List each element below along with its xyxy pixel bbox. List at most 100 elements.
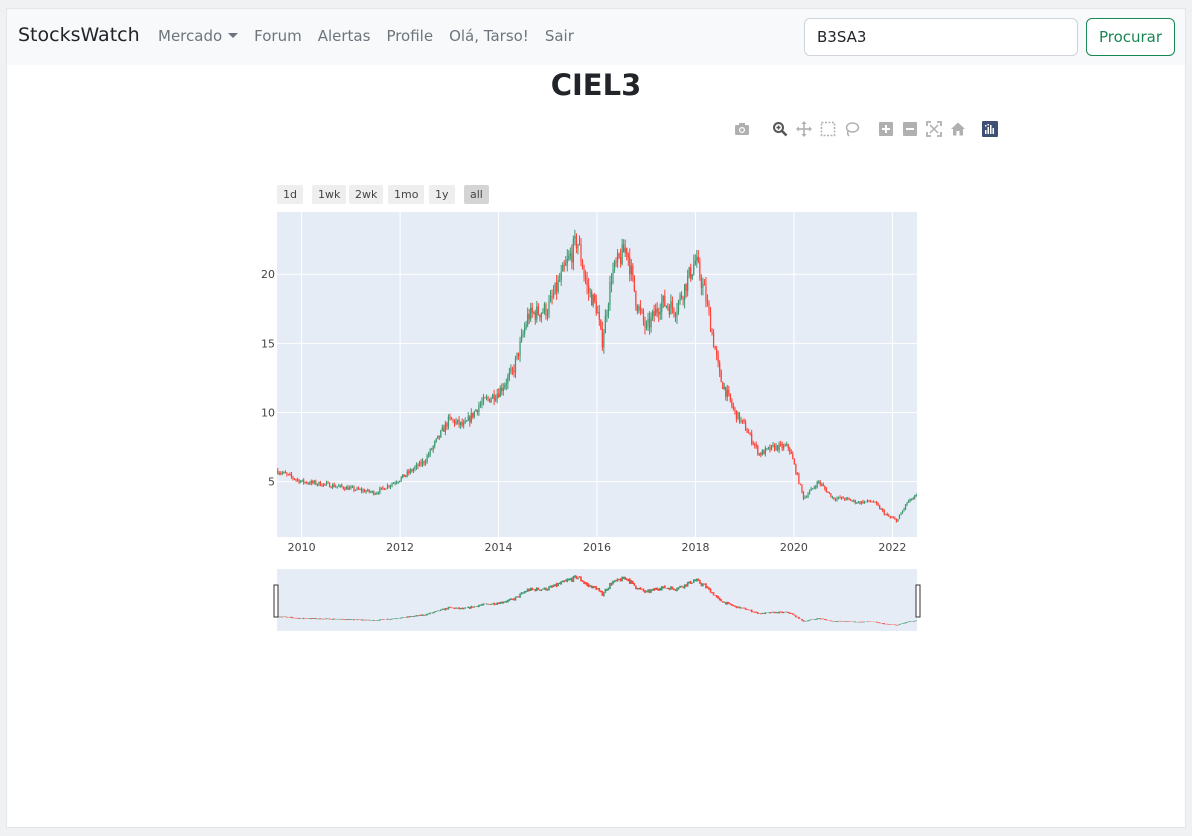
candle-body	[789, 448, 791, 452]
reset-axes-icon[interactable]	[950, 121, 966, 137]
camera-icon[interactable]	[734, 121, 750, 137]
zoom-in-icon[interactable]	[878, 121, 894, 137]
candle-body	[504, 385, 506, 389]
candle-body	[652, 311, 654, 318]
range-1wk-button[interactable]: 1wk	[312, 185, 347, 204]
candle-body	[411, 469, 413, 472]
nav-mercado-dropdown[interactable]: Mercado	[158, 27, 239, 45]
candle-body	[722, 382, 724, 390]
candle-body	[909, 498, 911, 501]
zoom-icon[interactable]	[772, 121, 788, 137]
brand-logo[interactable]: StocksWatch	[18, 24, 140, 46]
candle-body	[313, 481, 315, 483]
candle-body	[460, 422, 462, 425]
range-2wk-button[interactable]: 2wk	[349, 185, 384, 204]
pan-icon[interactable]	[796, 121, 812, 137]
range-slider[interactable]	[277, 569, 917, 631]
candle-body	[560, 271, 562, 281]
candle-body	[755, 445, 757, 447]
candle-body	[575, 235, 578, 249]
plotly-logo-icon[interactable]	[982, 121, 998, 137]
y-tick-label: 20	[261, 268, 275, 281]
box-select-icon[interactable]	[820, 121, 836, 137]
zoom-out-icon[interactable]	[902, 121, 918, 137]
candle-body	[595, 301, 597, 314]
candle-body	[440, 430, 442, 438]
range-1y-button[interactable]: 1y	[429, 185, 455, 204]
candle-body	[580, 244, 582, 262]
candle-body	[542, 312, 544, 314]
candle-body	[315, 481, 317, 485]
candle-body	[894, 517, 896, 519]
nav-greeting[interactable]: Olá, Tarso!	[449, 27, 529, 45]
candle-body	[810, 488, 812, 491]
candle-body	[455, 421, 457, 425]
candle-body	[456, 419, 459, 422]
candle-body	[522, 333, 524, 335]
candle-body	[650, 317, 652, 328]
candle-body	[723, 386, 725, 390]
candle-body	[740, 419, 742, 422]
range-slider-right-handle[interactable]	[915, 584, 921, 618]
candle-body	[636, 306, 638, 312]
candle-body	[618, 253, 620, 258]
range-1mo-button[interactable]: 1mo	[388, 185, 425, 204]
nav-profile[interactable]: Profile	[386, 27, 434, 45]
price-chart[interactable]: 5 10 15 20 2010 2012 2014 2016 2018 2020 2022	[7, 9, 1185, 827]
range-slider-left-handle[interactable]	[273, 584, 279, 618]
candle-body	[389, 485, 392, 487]
candle-body	[743, 420, 745, 423]
candle-body	[684, 284, 686, 300]
search-input[interactable]	[804, 18, 1078, 56]
candle-body	[659, 311, 661, 315]
candle-body	[377, 492, 379, 494]
candle-body	[799, 483, 802, 485]
candle-body	[519, 341, 521, 356]
candle-body	[357, 487, 360, 490]
candle-body	[633, 275, 635, 291]
nav-forum[interactable]: Forum	[254, 27, 302, 45]
candle-body	[781, 444, 783, 449]
candle-body	[531, 307, 533, 313]
candle-body	[412, 469, 414, 472]
candle-body	[354, 489, 357, 491]
candle-body	[318, 481, 320, 485]
candle-body	[751, 433, 753, 444]
candle-body	[371, 491, 373, 493]
candle-body	[540, 313, 542, 318]
candle-body	[661, 301, 663, 312]
range-all-button[interactable]: all	[464, 185, 489, 204]
candle-body	[336, 486, 338, 488]
candle-body	[525, 324, 527, 329]
candle-body	[648, 318, 651, 328]
nav-sair[interactable]: Sair	[544, 27, 574, 45]
candle-body	[658, 312, 660, 315]
candle-body	[339, 485, 341, 487]
candle-body	[487, 397, 489, 399]
candle-body	[711, 331, 713, 333]
candle-body	[677, 301, 680, 312]
lasso-icon[interactable]	[844, 121, 860, 137]
candle-body	[734, 408, 736, 411]
candle-body	[447, 416, 450, 427]
candle-body	[466, 420, 468, 422]
candle-body	[303, 479, 305, 483]
candle-body	[830, 493, 832, 498]
candle-body	[556, 282, 558, 292]
search-button[interactable]: Procurar	[1086, 18, 1175, 56]
range-1d-button[interactable]: 1d	[277, 185, 303, 204]
candle-body	[350, 486, 352, 488]
nav-alertas[interactable]: Alertas	[317, 27, 371, 45]
candle-body	[854, 500, 856, 503]
candle-body	[296, 479, 299, 481]
candle-body	[327, 482, 329, 484]
autoscale-icon[interactable]	[926, 121, 942, 137]
candle-body	[426, 455, 428, 462]
candle-body	[417, 464, 419, 467]
candle-body	[322, 483, 325, 486]
candle-body	[586, 280, 588, 286]
candle-body	[353, 486, 355, 491]
candle-body	[450, 417, 453, 420]
candle-body	[668, 307, 670, 315]
candle-body	[630, 265, 632, 275]
